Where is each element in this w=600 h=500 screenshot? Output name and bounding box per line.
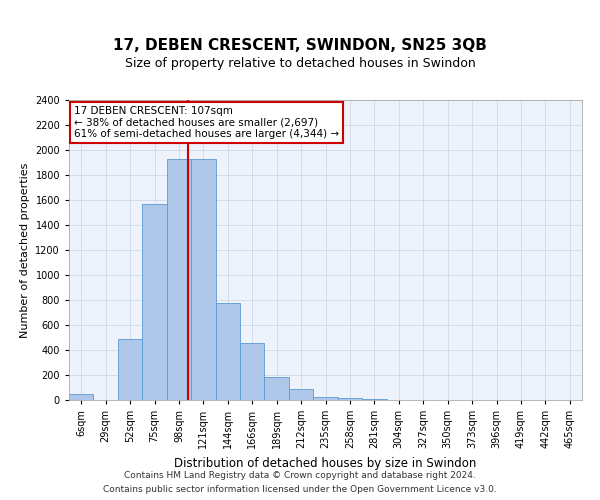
Bar <box>69 394 94 400</box>
Bar <box>191 159 215 400</box>
X-axis label: Distribution of detached houses by size in Swindon: Distribution of detached houses by size … <box>175 456 476 469</box>
Text: Contains public sector information licensed under the Open Government Licence v3: Contains public sector information licen… <box>103 485 497 494</box>
Text: Size of property relative to detached houses in Swindon: Size of property relative to detached ho… <box>125 57 475 70</box>
Bar <box>362 399 386 400</box>
Bar <box>289 390 313 400</box>
Bar <box>338 398 362 400</box>
Bar <box>167 159 191 400</box>
Bar <box>240 342 265 400</box>
Bar <box>265 377 289 400</box>
Bar <box>118 339 142 400</box>
Text: 17, DEBEN CRESCENT, SWINDON, SN25 3QB: 17, DEBEN CRESCENT, SWINDON, SN25 3QB <box>113 38 487 52</box>
Bar <box>215 302 240 400</box>
Y-axis label: Number of detached properties: Number of detached properties <box>20 162 29 338</box>
Text: 17 DEBEN CRESCENT: 107sqm
← 38% of detached houses are smaller (2,697)
61% of se: 17 DEBEN CRESCENT: 107sqm ← 38% of detac… <box>74 106 339 139</box>
Text: Contains HM Land Registry data © Crown copyright and database right 2024.: Contains HM Land Registry data © Crown c… <box>124 471 476 480</box>
Bar <box>142 204 167 400</box>
Bar <box>313 396 338 400</box>
